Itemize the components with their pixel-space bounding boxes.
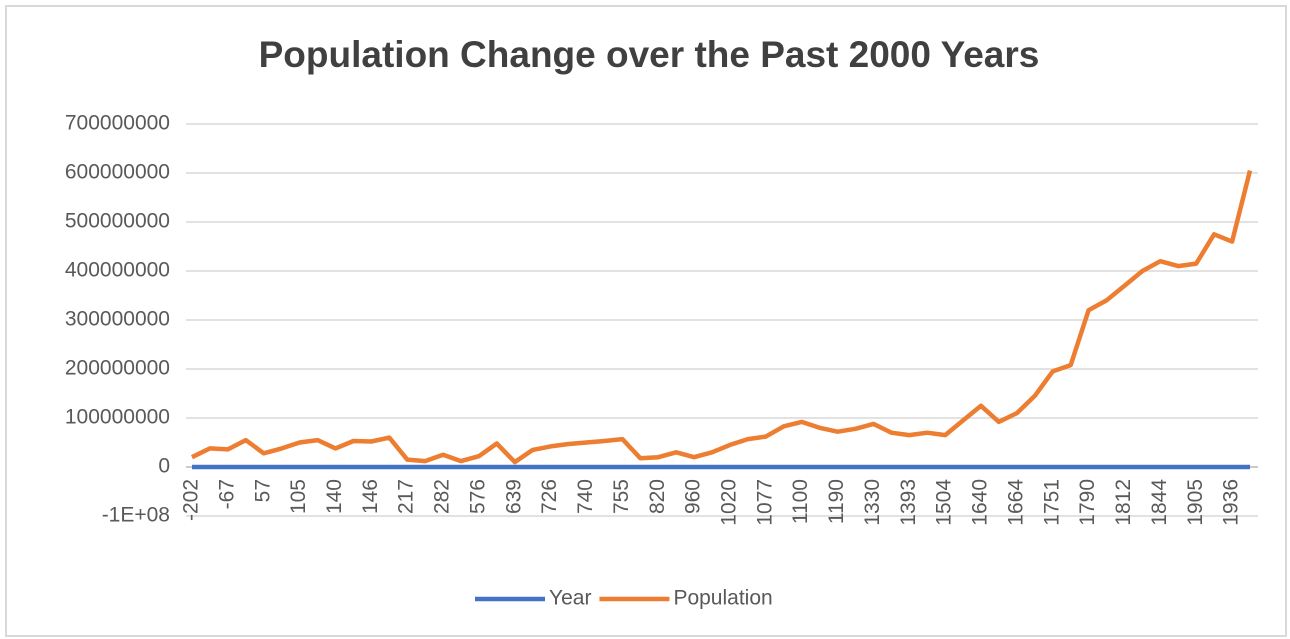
x-tick-label: 282 xyxy=(431,479,454,514)
x-tick-label: 755 xyxy=(610,479,633,514)
x-tick-label: 1100 xyxy=(789,479,812,524)
y-tick-label: 200000000 xyxy=(65,357,170,380)
chart-title: Population Change over the Past 2000 Yea… xyxy=(259,34,1040,75)
x-tick-label: 1393 xyxy=(897,479,920,526)
y-tick-label: 300000000 xyxy=(65,308,170,331)
y-tick-label: 700000000 xyxy=(65,112,170,135)
x-tick-label: 1077 xyxy=(753,479,776,526)
y-tick-label: 600000000 xyxy=(65,161,170,184)
x-tick-label: 740 xyxy=(574,479,597,514)
x-tick-label: 146 xyxy=(359,479,382,514)
legend-label: Population xyxy=(673,587,772,610)
y-tick-label: -1E+08 xyxy=(102,504,170,527)
x-tick-label: 1790 xyxy=(1076,479,1099,526)
y-tick-label: 100000000 xyxy=(65,406,170,429)
y-tick-label: 0 xyxy=(158,455,170,478)
x-tick-label: -67 xyxy=(215,479,238,509)
x-tick-label: 1020 xyxy=(718,479,741,526)
x-tick-label: 57 xyxy=(251,479,274,502)
x-tick-label: 726 xyxy=(538,479,561,514)
x-tick-label: 639 xyxy=(502,479,525,514)
x-tick-label: 1640 xyxy=(969,479,992,526)
series-line xyxy=(191,170,1253,465)
x-tick-label: 1812 xyxy=(1112,479,1135,526)
legend-label: Year xyxy=(549,587,591,610)
x-tick-label: -202 xyxy=(180,479,203,521)
x-tick-label: 105 xyxy=(287,479,310,514)
x-tick-label: 960 xyxy=(682,479,705,514)
x-tick-label: 217 xyxy=(395,479,418,514)
x-tick-label: 1936 xyxy=(1220,479,1243,526)
chart-frame xyxy=(5,5,1287,637)
x-tick-label: 576 xyxy=(466,479,489,514)
y-tick-label: 500000000 xyxy=(65,210,170,233)
x-tick-label: 1905 xyxy=(1184,479,1207,526)
x-tick-label: 1330 xyxy=(861,479,884,526)
x-tick-label: 1664 xyxy=(1004,479,1027,526)
x-tick-label: 1504 xyxy=(933,479,956,526)
x-tick-label: 1751 xyxy=(1040,479,1063,526)
x-tick-label: 820 xyxy=(646,479,669,514)
y-tick-label: 400000000 xyxy=(65,259,170,282)
x-tick-label: 1190 xyxy=(825,479,848,524)
x-tick-label: 140 xyxy=(323,479,346,514)
x-tick-label: 1844 xyxy=(1148,479,1171,526)
